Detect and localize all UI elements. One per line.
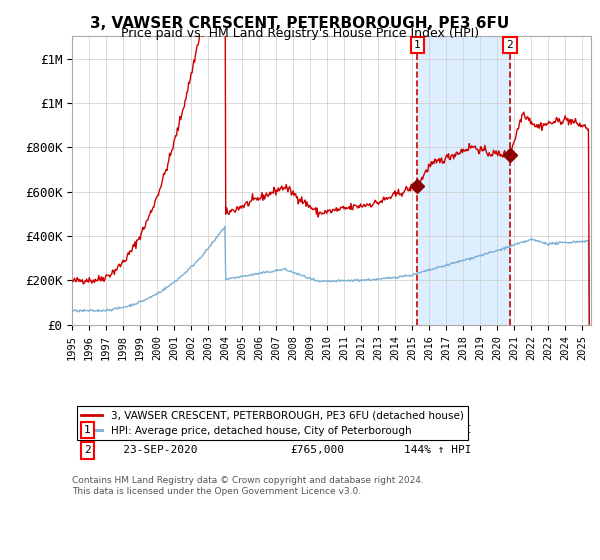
Text: £625,000: £625,000 (290, 425, 344, 435)
Text: Contains HM Land Registry data © Crown copyright and database right 2024.
This d: Contains HM Land Registry data © Crown c… (72, 476, 424, 496)
Text: 169% ↑ HPI: 169% ↑ HPI (404, 425, 472, 435)
Legend: 3, VAWSER CRESCENT, PETERBOROUGH, PE3 6FU (detached house), HPI: Average price, : 3, VAWSER CRESCENT, PETERBOROUGH, PE3 6F… (77, 407, 467, 440)
Text: £765,000: £765,000 (290, 445, 344, 455)
Text: 3, VAWSER CRESCENT, PETERBOROUGH, PE3 6FU: 3, VAWSER CRESCENT, PETERBOROUGH, PE3 6F… (91, 16, 509, 31)
Text: 17-APR-2015: 17-APR-2015 (103, 425, 197, 435)
Text: 2: 2 (84, 445, 91, 455)
Text: 1: 1 (414, 40, 421, 50)
Text: 2: 2 (506, 40, 513, 50)
Text: 144% ↑ HPI: 144% ↑ HPI (404, 445, 472, 455)
Text: 1: 1 (84, 425, 91, 435)
Bar (417, 36, 510, 325)
Text: 23-SEP-2020: 23-SEP-2020 (103, 445, 197, 455)
Text: Price paid vs. HM Land Registry's House Price Index (HPI): Price paid vs. HM Land Registry's House … (121, 27, 479, 40)
